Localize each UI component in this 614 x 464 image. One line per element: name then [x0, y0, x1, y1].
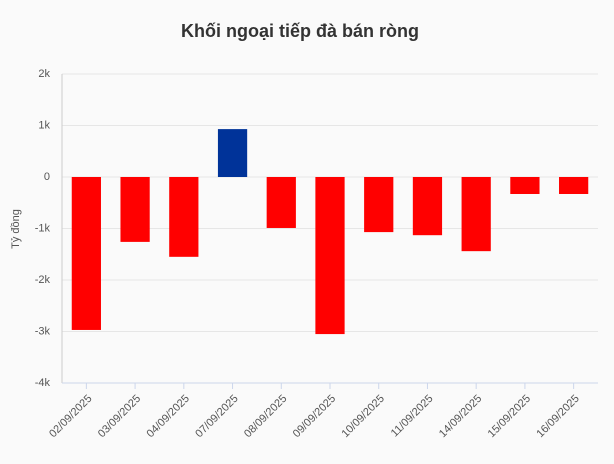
bar — [412, 177, 443, 236]
y-tick-label: -3k — [35, 325, 51, 337]
y-tick-label: 2k — [38, 68, 50, 80]
y-tick-label: -4k — [35, 377, 51, 389]
bar — [169, 177, 199, 257]
bar — [315, 177, 345, 335]
bar — [266, 177, 296, 228]
y-tick-label: -1k — [35, 222, 51, 234]
y-tick-label: 0 — [44, 171, 50, 183]
y-axis-title: Tỷ đồng — [10, 209, 22, 249]
bar — [559, 177, 589, 194]
chart-title: Khối ngoại tiếp đà bán ròng — [181, 21, 419, 41]
bar — [461, 177, 491, 252]
bar — [510, 177, 540, 194]
bar — [364, 177, 394, 233]
y-tick-label: 1k — [38, 119, 50, 131]
bar — [120, 177, 150, 242]
bar — [217, 129, 248, 177]
y-tick-label: -2k — [35, 274, 51, 286]
bar — [71, 177, 101, 330]
